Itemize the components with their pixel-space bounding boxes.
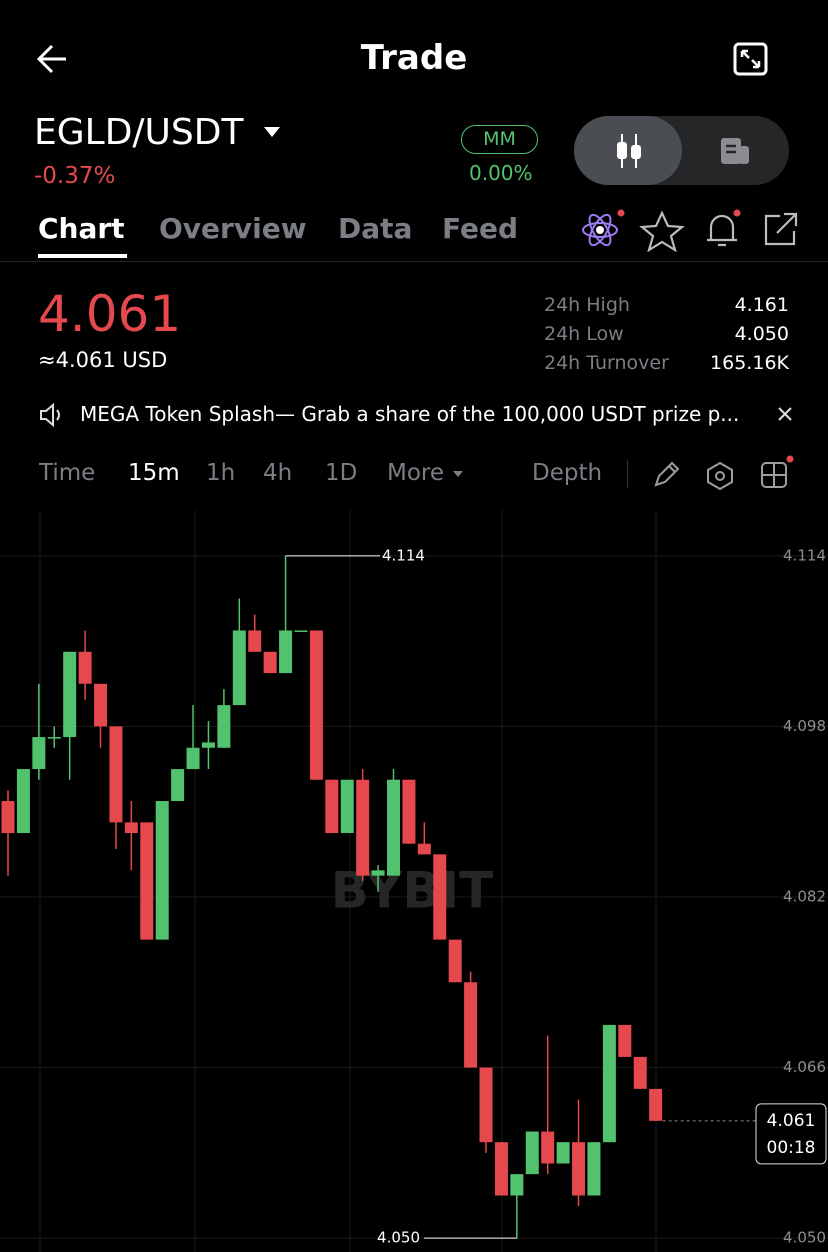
y-tick-label: 4.114 [783, 546, 826, 564]
candle-body [402, 779, 416, 844]
tab-icons[interactable] [578, 206, 808, 252]
candle-body [525, 1131, 539, 1175]
stat-label: 24h Turnover [544, 352, 669, 374]
candle-body [124, 822, 138, 834]
stat-label: 24h Low [544, 323, 624, 345]
candle-body [541, 1131, 555, 1164]
candle-body [217, 705, 231, 748]
candle-body [263, 651, 277, 674]
candle-body [248, 630, 262, 652]
candle-body [602, 1024, 616, 1143]
divider [627, 460, 628, 488]
candle-body [556, 1142, 570, 1164]
expand-button[interactable] [733, 42, 769, 76]
timeframe[interactable]: 1D [325, 460, 358, 486]
candlestick-chart: 4.114 4.098 4.082 4.066 4.050 BYBIT 4.114 4.050… [0, 510, 828, 1252]
candle-body [78, 651, 92, 684]
candle-body [294, 630, 308, 632]
candle-body [140, 822, 154, 940]
pair-symbol[interactable]: EGLD/USDT [34, 112, 244, 153]
candle-body [1, 801, 15, 834]
timeframe[interactable]: 4h [263, 460, 293, 486]
tab-active[interactable]: Chart [38, 212, 125, 245]
stat-value: 165.16K [710, 352, 789, 374]
candle-body [63, 651, 77, 738]
usd-price: ≈4.061 USD [38, 348, 168, 372]
tab[interactable]: Feed [442, 212, 519, 245]
countdown: 00:18 [767, 1138, 816, 1158]
max-label: 4.114 [382, 546, 425, 564]
tab-underline [38, 254, 127, 258]
min-label: 4.050 [377, 1229, 420, 1247]
stat-value: 4.050 [734, 323, 789, 345]
stat-value: 4.161 [734, 294, 789, 316]
y-tick-label: 4.066 [783, 1058, 826, 1076]
candle-body [510, 1174, 524, 1196]
timeframe-active[interactable]: 15m [128, 460, 180, 486]
candle-body [494, 1142, 508, 1196]
candle-body [16, 769, 30, 834]
last-price: 4.061 [38, 285, 182, 343]
candle-body [587, 1142, 601, 1196]
timeframe[interactable]: More [387, 460, 445, 486]
candle-body [479, 1067, 493, 1143]
watermark: BYBIT [331, 862, 493, 920]
last-price-box [755, 1103, 827, 1165]
candle-body [232, 630, 246, 706]
candle-body [94, 683, 108, 727]
candle-body [186, 747, 200, 770]
candle-body [572, 1142, 586, 1196]
pair-caret[interactable] [263, 125, 281, 139]
candle-body [417, 843, 431, 855]
candle-body [387, 779, 400, 876]
y-tick-label: 4.050 [783, 1229, 826, 1247]
pair-change: -0.37% [34, 163, 116, 189]
stats-values: 4.161 4.050 165.16K [710, 291, 789, 378]
depth-tab[interactable]: Depth [532, 460, 603, 486]
candle-body [171, 769, 185, 802]
mm-value: 0.00% [469, 161, 533, 185]
candle-body [155, 801, 169, 940]
stats-labels: 24h High 24h Low 24h Turnover [544, 291, 669, 378]
speaker-icon [40, 403, 60, 427]
y-tick-label: 4.098 [783, 717, 826, 735]
candle-body [325, 779, 339, 834]
timeframe[interactable]: Time [39, 460, 96, 486]
page-title: Trade [360, 38, 468, 78]
candle-body [618, 1024, 632, 1057]
banner-text[interactable]: MEGA Token Splash— Grab a share of the 1… [80, 402, 740, 426]
candle-body [47, 737, 61, 739]
candle-body [109, 726, 123, 823]
tab[interactable]: Overview [159, 212, 307, 245]
divider [0, 261, 828, 262]
candle-body [340, 779, 354, 834]
timeframe[interactable]: 1h [206, 460, 236, 486]
candle-body [371, 870, 385, 876]
stat-label: 24h High [544, 294, 630, 316]
candle-body [649, 1088, 663, 1121]
mm-badge[interactable]: MM [461, 125, 538, 154]
candle-body [356, 779, 370, 876]
view-toggle[interactable] [574, 116, 789, 185]
candle-body [464, 982, 478, 1068]
candle-body [309, 630, 323, 780]
candle-body [448, 939, 462, 983]
candle-body [633, 1056, 647, 1089]
last-price-label: 4.061 [767, 1111, 816, 1131]
candle-body [279, 630, 293, 674]
tab[interactable]: Data [338, 212, 413, 245]
banner-close[interactable] [777, 406, 793, 422]
candle-body [433, 854, 447, 940]
more-caret[interactable] [452, 470, 464, 478]
back-button[interactable] [36, 42, 70, 76]
candle-body [32, 737, 46, 770]
candle-body [201, 742, 215, 748]
tool-icons[interactable] [650, 455, 800, 495]
y-tick-label: 4.082 [783, 887, 826, 905]
